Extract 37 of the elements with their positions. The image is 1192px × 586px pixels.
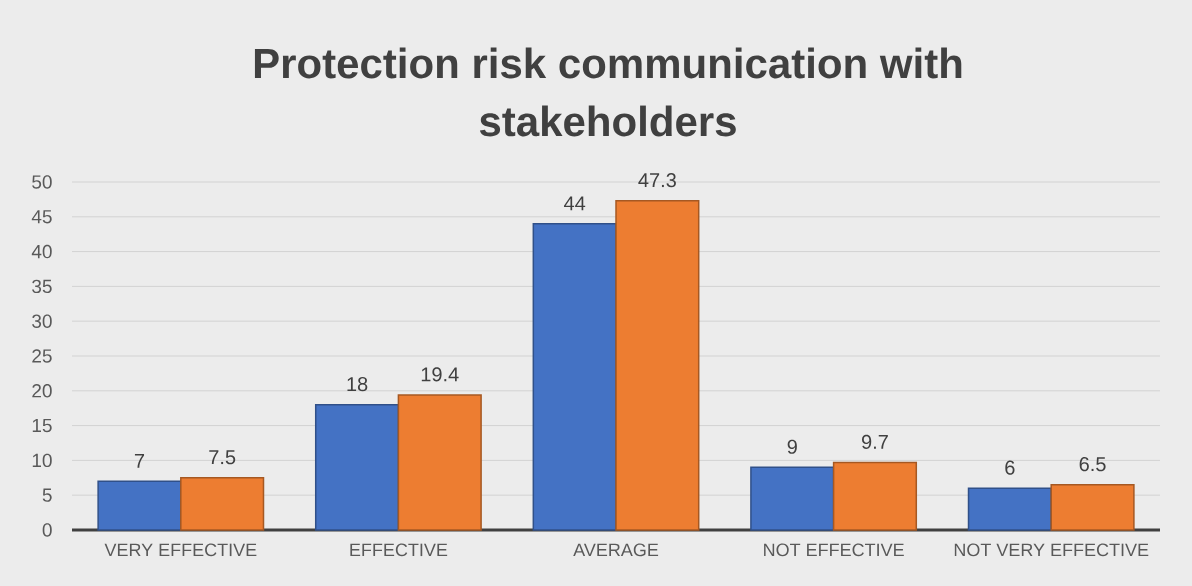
x-tick-label: EFFECTIVE	[350, 543, 448, 557]
y-tick-label: 20	[32, 384, 52, 398]
bar	[832, 461, 918, 531]
bar	[180, 477, 265, 531]
y-tick-label: 45	[31, 210, 52, 224]
data-label: 44	[563, 196, 586, 211]
bar	[397, 394, 482, 531]
bar	[615, 200, 700, 531]
data-label: 7.5	[209, 450, 236, 465]
chart-title: Protection risk communication with stakeholders	[254, 47, 962, 137]
y-tick-label: 30	[32, 314, 52, 328]
x-tick-label: VERY EFFECTIVE	[104, 543, 257, 557]
data-label: 18	[347, 377, 368, 392]
y-tick-label: 0	[42, 523, 52, 537]
y-tick-label: 5	[42, 488, 52, 502]
bar	[1050, 484, 1135, 531]
data-label: 6	[1005, 460, 1015, 475]
data-label: 19.4	[421, 367, 459, 382]
bar	[750, 466, 835, 531]
data-label: 47.3	[638, 173, 676, 188]
y-tick-label: 25	[32, 349, 52, 363]
data-label: 6.5	[1079, 457, 1106, 472]
bar	[532, 222, 617, 531]
x-tick-label: AVERAGE	[573, 543, 659, 557]
data-label: 9.7	[861, 434, 888, 449]
x-tick-label: NOT VERY EFFECTIVE	[954, 543, 1149, 557]
y-tick-label: 50	[32, 175, 52, 189]
data-label: 7	[134, 453, 145, 468]
y-tick-label: 40	[31, 244, 52, 259]
x-tick-label: NOT EFFECTIVE	[764, 543, 904, 557]
y-tick-label: 35	[32, 279, 52, 294]
bar	[97, 480, 182, 531]
data-label: 9	[787, 439, 797, 454]
bar	[314, 403, 400, 531]
y-tick-label: 10	[32, 453, 52, 468]
y-tick-label: 15	[32, 418, 52, 433]
bar	[967, 487, 1052, 531]
